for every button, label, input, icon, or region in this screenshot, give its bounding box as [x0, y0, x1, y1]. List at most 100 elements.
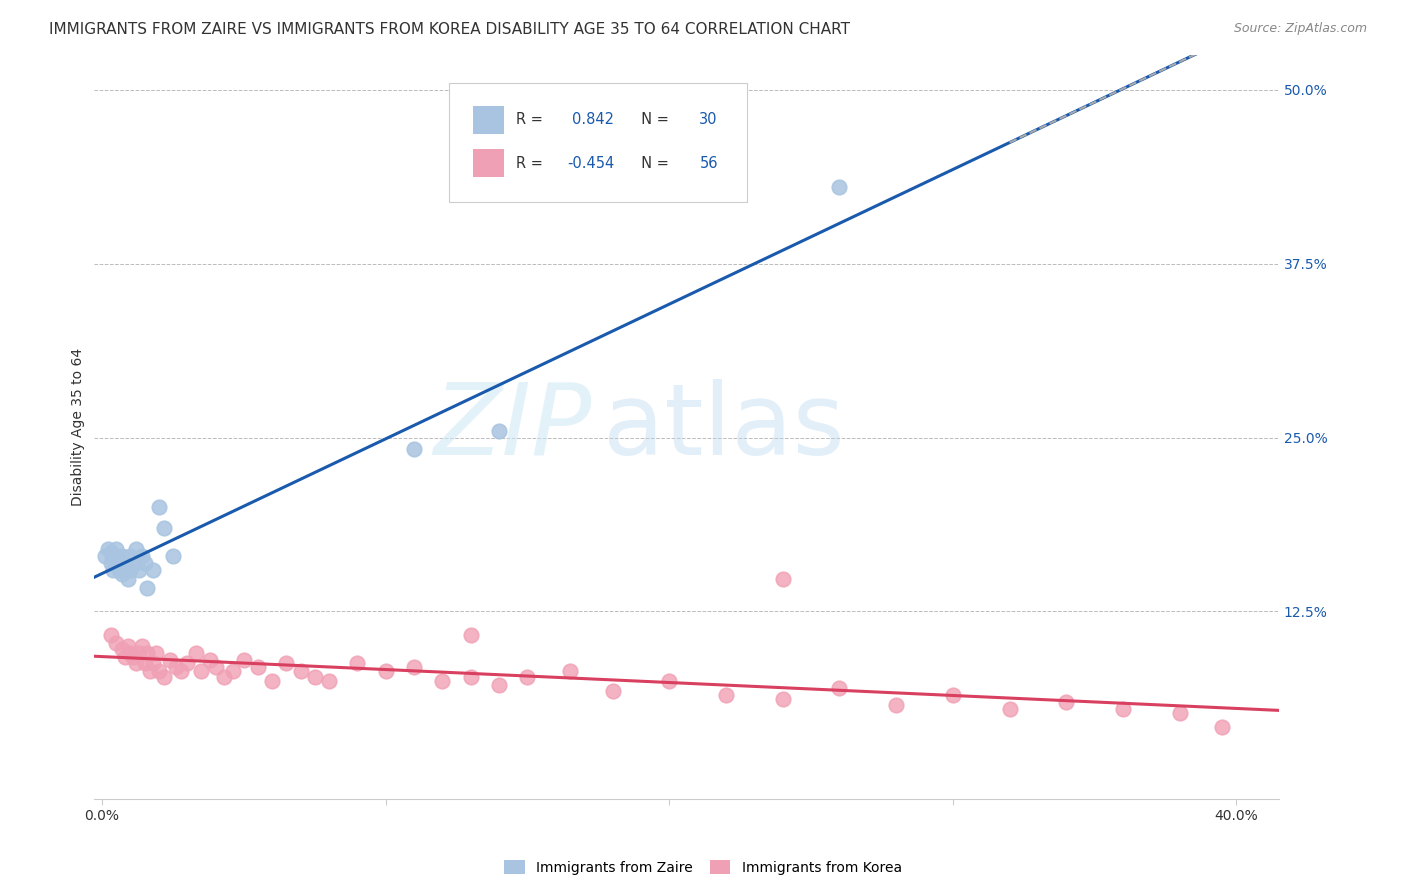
Point: [212, 670, 235, 684]
Point: [117, 639, 139, 653]
Point: [125, 656, 148, 670]
Point: [460, 628, 482, 642]
Point: [97, 541, 120, 556]
Point: [159, 653, 181, 667]
Point: [114, 650, 136, 665]
Point: [120, 563, 142, 577]
Point: [148, 500, 170, 514]
Point: [204, 660, 226, 674]
Point: [136, 581, 159, 595]
Point: [247, 660, 270, 674]
Point: [170, 664, 193, 678]
Text: 56: 56: [699, 155, 718, 170]
Text: -0.454: -0.454: [568, 155, 614, 170]
Point: [94, 549, 117, 563]
Point: [772, 573, 794, 587]
Text: IMMIGRANTS FROM ZAIRE VS IMMIGRANTS FROM KOREA DISABILITY AGE 35 TO 64 CORRELATI: IMMIGRANTS FROM ZAIRE VS IMMIGRANTS FROM…: [49, 22, 851, 37]
Point: [190, 664, 212, 678]
Point: [136, 646, 159, 660]
Point: [374, 664, 396, 678]
Point: [318, 673, 340, 688]
Point: [128, 646, 150, 660]
Text: 30: 30: [699, 112, 718, 128]
Point: [108, 556, 131, 570]
Point: [1168, 706, 1191, 720]
Point: [942, 688, 965, 702]
Point: [460, 670, 482, 684]
Point: [120, 549, 142, 563]
Text: R =: R =: [516, 112, 551, 128]
Point: [1054, 695, 1077, 709]
Point: [105, 636, 128, 650]
Point: [125, 541, 148, 556]
Bar: [472, 106, 503, 134]
Point: [122, 558, 145, 573]
Point: [114, 558, 136, 573]
Point: [432, 673, 454, 688]
Point: [111, 566, 134, 581]
Point: [221, 664, 243, 678]
Point: [100, 556, 122, 570]
Point: [884, 698, 907, 712]
Point: [153, 521, 176, 535]
Point: [488, 678, 510, 692]
Point: [402, 660, 425, 674]
Point: [145, 646, 167, 660]
Point: [134, 556, 156, 570]
Point: [105, 541, 128, 556]
Point: [142, 563, 165, 577]
Point: [714, 688, 737, 702]
Text: N =: N =: [631, 112, 673, 128]
Point: [262, 673, 284, 688]
Point: [488, 424, 510, 438]
Point: [998, 701, 1021, 715]
Point: [304, 670, 326, 684]
Text: R =: R =: [516, 155, 547, 170]
Text: atlas: atlas: [603, 378, 845, 475]
Point: [1211, 720, 1233, 734]
Bar: [472, 149, 503, 178]
Point: [346, 656, 368, 670]
Point: [153, 670, 176, 684]
Point: [198, 653, 221, 667]
Point: [276, 656, 298, 670]
Text: Source: ZipAtlas.com: Source: ZipAtlas.com: [1233, 22, 1367, 36]
Point: [176, 656, 198, 670]
Point: [111, 549, 134, 563]
Y-axis label: Disability Age 35 to 64: Disability Age 35 to 64: [72, 348, 86, 506]
Point: [148, 664, 170, 678]
Point: [165, 660, 187, 674]
Legend: Immigrants from Zaire, Immigrants from Korea: Immigrants from Zaire, Immigrants from K…: [499, 855, 907, 880]
Point: [134, 656, 156, 670]
FancyBboxPatch shape: [449, 83, 747, 202]
Point: [142, 656, 165, 670]
Point: [122, 650, 145, 665]
Point: [139, 664, 162, 678]
Point: [131, 639, 153, 653]
Point: [828, 681, 851, 695]
Point: [828, 180, 851, 194]
Point: [602, 683, 624, 698]
Point: [117, 573, 139, 587]
Point: [402, 442, 425, 456]
Point: [162, 549, 184, 563]
Point: [772, 692, 794, 706]
Point: [232, 653, 254, 667]
Text: N =: N =: [631, 155, 673, 170]
Point: [131, 549, 153, 563]
Point: [658, 673, 681, 688]
Point: [184, 646, 207, 660]
Point: [290, 664, 312, 678]
Point: [100, 544, 122, 558]
Point: [103, 549, 125, 563]
Point: [111, 641, 134, 656]
Point: [558, 664, 581, 678]
Point: [105, 558, 128, 573]
Text: ZIP: ZIP: [433, 378, 592, 475]
Point: [105, 553, 128, 567]
Point: [108, 563, 131, 577]
Point: [516, 670, 538, 684]
Point: [100, 628, 122, 642]
Point: [128, 563, 150, 577]
Point: [1112, 701, 1135, 715]
